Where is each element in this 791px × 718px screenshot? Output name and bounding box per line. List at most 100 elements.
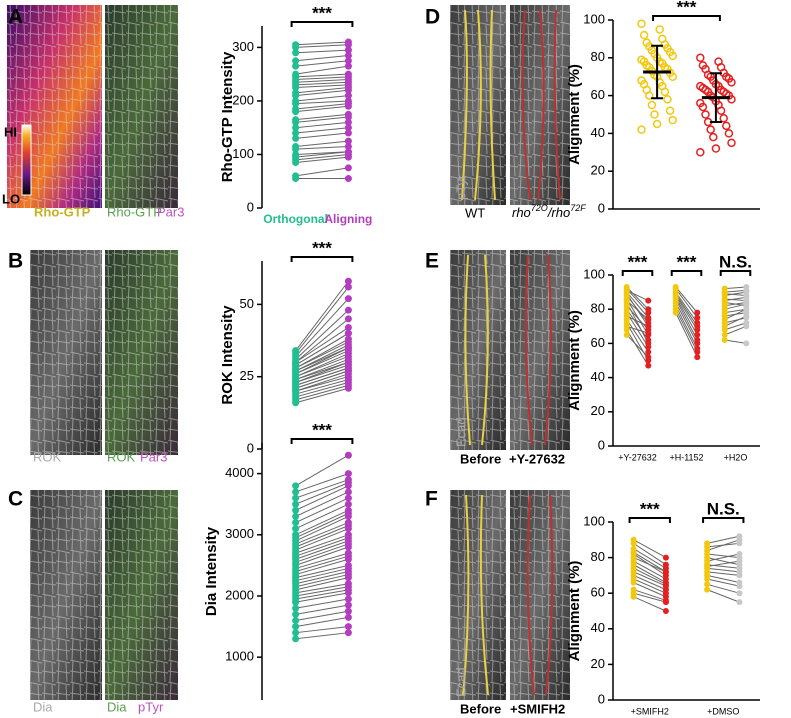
- y-tick-label: 0: [598, 437, 605, 452]
- data-point: [639, 30, 649, 40]
- pair-line: [295, 89, 349, 97]
- pair-line: [724, 315, 747, 327]
- image-texture: [30, 490, 102, 700]
- image-label: pTyr: [138, 699, 164, 714]
- significance-bracket: [290, 21, 354, 27]
- data-point: [292, 616, 300, 624]
- pair-line: [675, 305, 698, 349]
- data-point: [645, 354, 652, 361]
- pair-line: [295, 116, 349, 123]
- data-point: [665, 106, 675, 115]
- significance-bracket: [719, 270, 752, 276]
- data-point: [344, 494, 352, 502]
- data-point: [292, 635, 300, 643]
- data-point: [292, 482, 300, 490]
- pair-line: [295, 543, 349, 563]
- data-point: [650, 110, 659, 119]
- pair-line: [295, 121, 349, 129]
- pair-line: [295, 44, 349, 48]
- data-point: [344, 142, 352, 150]
- pair-line: [295, 318, 349, 363]
- data-point: [623, 331, 630, 338]
- y-tick-label: 60: [591, 585, 605, 600]
- genotype-part: /rho: [547, 205, 570, 220]
- pair-line: [295, 586, 349, 597]
- pair-line: [633, 551, 667, 573]
- pair-line: [295, 497, 349, 524]
- pair-line: [295, 60, 349, 67]
- data-point: [694, 354, 701, 361]
- y-axis-label: Dia Intensity: [203, 526, 220, 616]
- data-point: [736, 536, 743, 543]
- pair-line: [626, 298, 649, 336]
- panel-letter: F: [425, 488, 438, 511]
- pair-line: [633, 542, 667, 566]
- pair-line: [633, 589, 667, 601]
- data-point: [344, 488, 352, 496]
- data-point: [743, 313, 750, 320]
- data-point: [344, 607, 352, 615]
- data-point: [645, 91, 654, 100]
- pair-line: [295, 350, 349, 375]
- pair-line: [626, 334, 649, 358]
- data-point: [668, 51, 677, 61]
- pair-line: [675, 286, 698, 313]
- pair-line: [295, 332, 349, 366]
- pair-line: [295, 528, 349, 551]
- pair-line: [295, 156, 349, 163]
- image-label: Before: [460, 451, 501, 466]
- y-axis-label: Alignment (%): [566, 310, 583, 411]
- pair-line: [295, 564, 349, 579]
- significance-label: ***: [312, 238, 332, 257]
- data-point: [344, 500, 352, 508]
- data-point: [344, 46, 352, 54]
- pair-line: [626, 289, 649, 302]
- data-point: [743, 323, 750, 330]
- pair-line: [295, 79, 349, 83]
- data-point: [344, 589, 352, 597]
- colorbar-label: HI: [4, 124, 17, 139]
- image-label: +SMIFH2: [510, 701, 565, 716]
- pair-line: [295, 167, 349, 177]
- pair-line: [626, 322, 649, 361]
- data-point: [344, 324, 352, 332]
- data-point: [736, 590, 743, 597]
- pair-line: [724, 339, 747, 344]
- data-point: [662, 554, 669, 561]
- data-point: [630, 593, 637, 600]
- genotype-part: rho: [512, 205, 531, 220]
- data-point: [662, 568, 669, 575]
- pair-line: [295, 555, 349, 572]
- data-point: [694, 309, 701, 316]
- pair-line: [626, 288, 649, 313]
- data-point: [344, 595, 352, 603]
- data-point: [344, 306, 352, 314]
- y-tick-label: 4000: [225, 465, 254, 480]
- data-point: [344, 629, 352, 637]
- data-point: [736, 572, 743, 579]
- data-point: [344, 124, 352, 132]
- data-point: [623, 326, 630, 333]
- x-tick-label: +DMSO: [707, 706, 739, 716]
- trace: [464, 254, 489, 446]
- pair-line: [675, 288, 698, 319]
- data-point: [637, 19, 646, 29]
- pair-line: [295, 632, 349, 640]
- data-point: [344, 277, 352, 285]
- pair-line: [675, 308, 698, 353]
- data-point: [696, 53, 705, 63]
- data-point: [645, 348, 652, 355]
- data-point: [736, 599, 743, 606]
- pair-line: [707, 571, 740, 576]
- data-point: [292, 623, 300, 631]
- pair-line: [724, 325, 747, 336]
- genotype-part: 72F: [570, 203, 586, 213]
- panel-letter: A: [8, 6, 23, 29]
- y-tick-label: 20: [591, 403, 605, 418]
- pair-line: [724, 298, 747, 302]
- pair-line: [675, 298, 698, 341]
- data-point: [344, 329, 352, 337]
- pair-line: [724, 303, 747, 310]
- pair-line: [626, 308, 649, 341]
- pair-line: [295, 81, 349, 86]
